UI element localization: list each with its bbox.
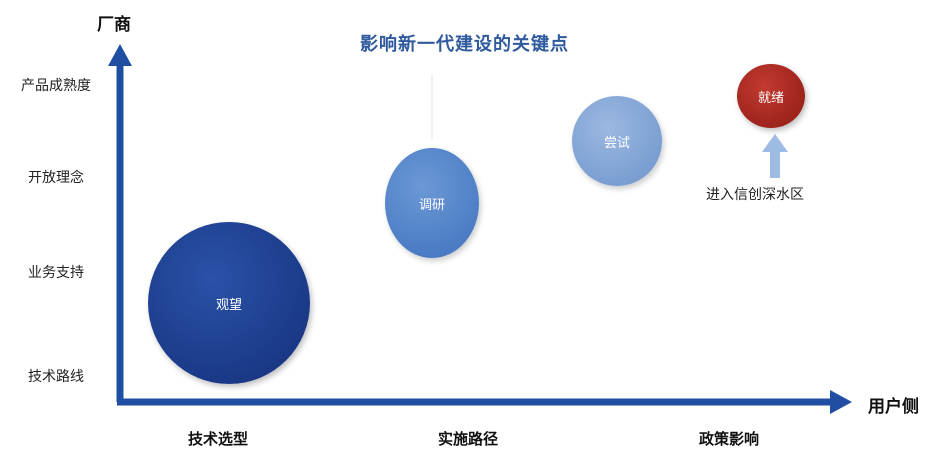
up-arrow-icon xyxy=(762,134,788,152)
y-tick-business-support: 业务支持 xyxy=(28,265,84,281)
stage-bubble-changshi: 尝试 xyxy=(572,96,662,186)
x-tick-implementation-path: 实施路径 xyxy=(437,430,498,448)
stage-label-changshi: 尝试 xyxy=(603,135,630,151)
y-tick-open-concept: 开放理念 xyxy=(28,170,84,186)
y-tick-technical-route: 技术路线 xyxy=(28,369,84,385)
stage-bubble-guanwang: 观望 xyxy=(148,222,310,384)
diagram-title: 影响新一代建设的关键点 xyxy=(360,34,569,55)
y-axis-arrow-icon xyxy=(108,44,132,66)
stage-bubble-jiuxu: 就绪 xyxy=(737,64,805,128)
x-axis-arrow-icon xyxy=(830,390,852,414)
stage-label-jiuxu: 就绪 xyxy=(757,90,784,106)
stage-bubble-diaoyan: 调研 xyxy=(385,148,479,258)
x-tick-tech-selection: 技术选型 xyxy=(187,430,248,448)
stage-label-guanwang: 观望 xyxy=(215,297,242,313)
up-arrow-shaft xyxy=(770,150,780,178)
y-axis-label: 厂商 xyxy=(97,15,131,35)
x-axis-label: 用户侧 xyxy=(868,397,919,417)
annotation-text: 进入信创深水区 xyxy=(706,187,804,203)
y-tick-product-maturity: 产品成熟度 xyxy=(21,78,91,94)
stage-label-diaoyan: 调研 xyxy=(418,197,445,213)
x-tick-policy-impact: 政策影响 xyxy=(698,430,759,448)
